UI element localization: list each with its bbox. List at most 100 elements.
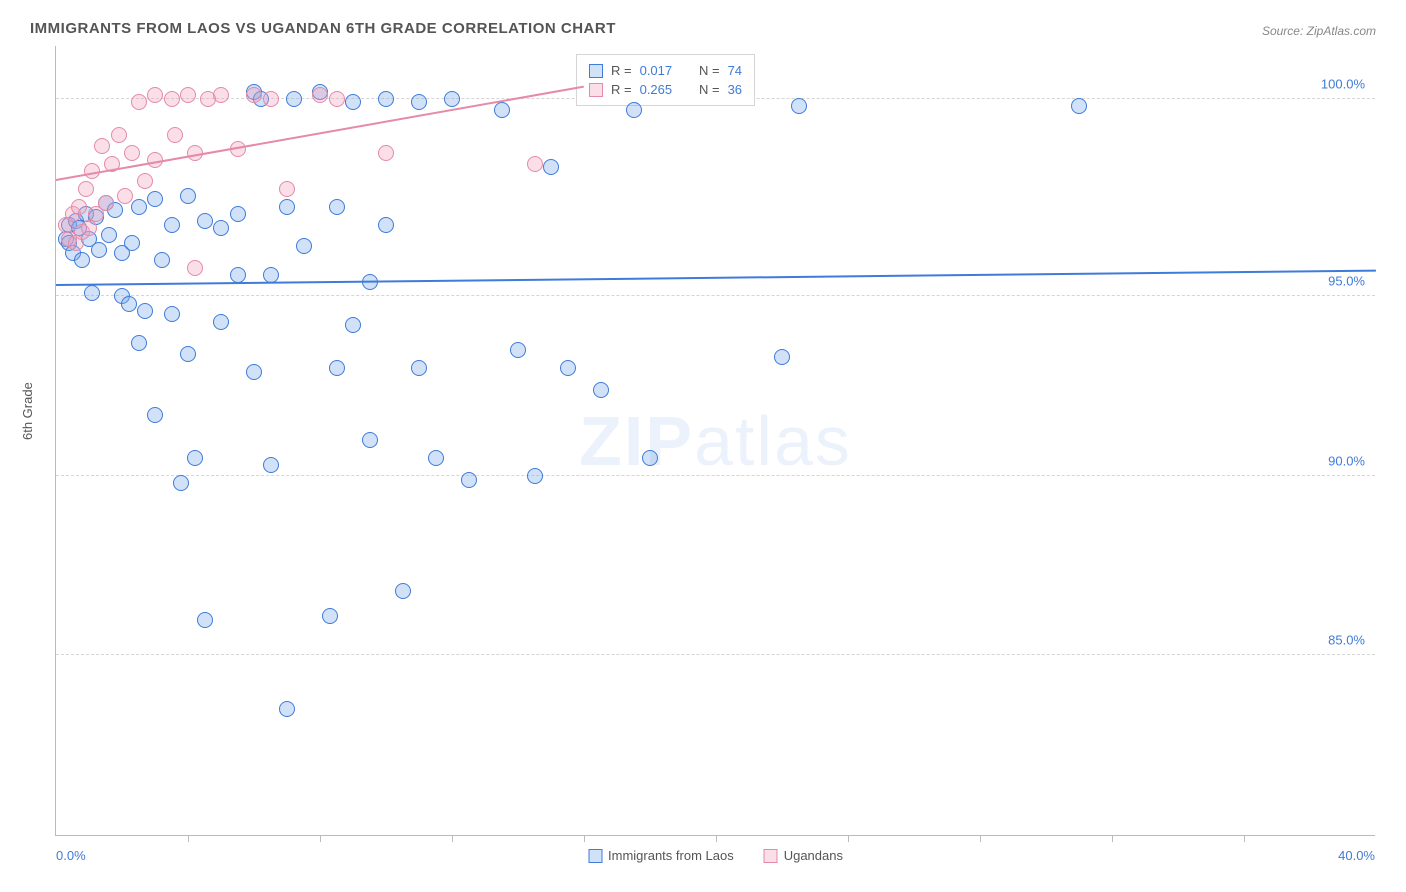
data-point xyxy=(322,608,338,624)
gridline xyxy=(56,475,1375,476)
legend-swatch xyxy=(589,83,603,97)
data-point xyxy=(84,285,100,301)
y-tick-label: 90.0% xyxy=(1328,453,1365,468)
data-point xyxy=(147,407,163,423)
data-point xyxy=(543,159,559,175)
y-tick-label: 95.0% xyxy=(1328,274,1365,289)
scatter-chart: ZIPatlas 100.0%95.0%90.0%85.0%0.0%40.0%I… xyxy=(55,46,1375,836)
data-point xyxy=(461,472,477,488)
data-point xyxy=(98,195,114,211)
gridline xyxy=(56,654,1375,655)
data-point xyxy=(774,349,790,365)
data-point xyxy=(527,156,543,172)
data-point xyxy=(187,260,203,276)
legend-item: Ugandans xyxy=(764,848,843,863)
data-point xyxy=(345,317,361,333)
data-point xyxy=(213,220,229,236)
data-point xyxy=(345,94,361,110)
data-point xyxy=(81,220,97,236)
data-point xyxy=(180,188,196,204)
data-point xyxy=(230,206,246,222)
data-point xyxy=(378,145,394,161)
data-point xyxy=(494,102,510,118)
data-point xyxy=(180,346,196,362)
data-point xyxy=(230,267,246,283)
data-point xyxy=(560,360,576,376)
data-point xyxy=(121,296,137,312)
x-tick xyxy=(848,835,849,842)
data-point xyxy=(279,199,295,215)
data-point xyxy=(124,235,140,251)
x-tick-label: 40.0% xyxy=(1338,848,1375,863)
chart-title: IMMIGRANTS FROM LAOS VS UGANDAN 6TH GRAD… xyxy=(30,20,616,37)
stats-row: R = 0.017 N = 74 xyxy=(589,61,742,80)
data-point xyxy=(74,252,90,268)
data-point xyxy=(131,199,147,215)
data-point xyxy=(263,267,279,283)
x-tick xyxy=(584,835,585,842)
data-point xyxy=(180,87,196,103)
data-point xyxy=(197,213,213,229)
data-point xyxy=(154,252,170,268)
data-point xyxy=(147,87,163,103)
data-point xyxy=(296,238,312,254)
data-point xyxy=(173,475,189,491)
data-point xyxy=(246,87,262,103)
data-point xyxy=(329,199,345,215)
data-point xyxy=(263,91,279,107)
data-point xyxy=(246,364,262,380)
data-point xyxy=(642,450,658,466)
x-tick xyxy=(188,835,189,842)
legend-swatch xyxy=(764,849,778,863)
stats-row: R = 0.265 N = 36 xyxy=(589,80,742,99)
data-point xyxy=(527,468,543,484)
x-tick xyxy=(1112,835,1113,842)
legend-label: Ugandans xyxy=(784,848,843,863)
data-point xyxy=(167,127,183,143)
gridline xyxy=(56,295,1375,296)
data-point xyxy=(626,102,642,118)
data-point xyxy=(395,583,411,599)
data-point xyxy=(124,145,140,161)
data-point xyxy=(147,191,163,207)
legend-swatch xyxy=(589,64,603,78)
x-tick-label: 0.0% xyxy=(56,848,86,863)
data-point xyxy=(279,701,295,717)
data-point xyxy=(94,138,110,154)
legend-swatch xyxy=(588,849,602,863)
y-axis-label: 6th Grade xyxy=(20,382,35,440)
data-point xyxy=(329,91,345,107)
data-point xyxy=(378,91,394,107)
data-point xyxy=(111,127,127,143)
data-point xyxy=(78,181,94,197)
data-point xyxy=(279,181,295,197)
legend-item: Immigrants from Laos xyxy=(588,848,734,863)
data-point xyxy=(411,360,427,376)
data-point xyxy=(101,227,117,243)
x-tick xyxy=(1244,835,1245,842)
data-point xyxy=(791,98,807,114)
data-point xyxy=(187,450,203,466)
data-point xyxy=(444,91,460,107)
data-point xyxy=(263,457,279,473)
data-point xyxy=(286,91,302,107)
x-tick xyxy=(320,835,321,842)
data-point xyxy=(428,450,444,466)
data-point xyxy=(137,303,153,319)
data-point xyxy=(71,199,87,215)
data-point xyxy=(197,612,213,628)
data-point xyxy=(593,382,609,398)
y-tick-label: 85.0% xyxy=(1328,633,1365,648)
watermark: ZIPatlas xyxy=(579,401,852,481)
stats-legend: R = 0.017 N = 74 R = 0.265 N = 36 xyxy=(576,54,755,106)
y-tick-label: 100.0% xyxy=(1321,76,1365,91)
data-point xyxy=(91,242,107,258)
x-tick xyxy=(716,835,717,842)
trend-line xyxy=(56,269,1376,285)
legend-bottom: Immigrants from Laos Ugandans xyxy=(588,848,843,863)
data-point xyxy=(213,87,229,103)
x-tick xyxy=(452,835,453,842)
data-point xyxy=(378,217,394,233)
data-point xyxy=(164,217,180,233)
data-point xyxy=(312,87,328,103)
